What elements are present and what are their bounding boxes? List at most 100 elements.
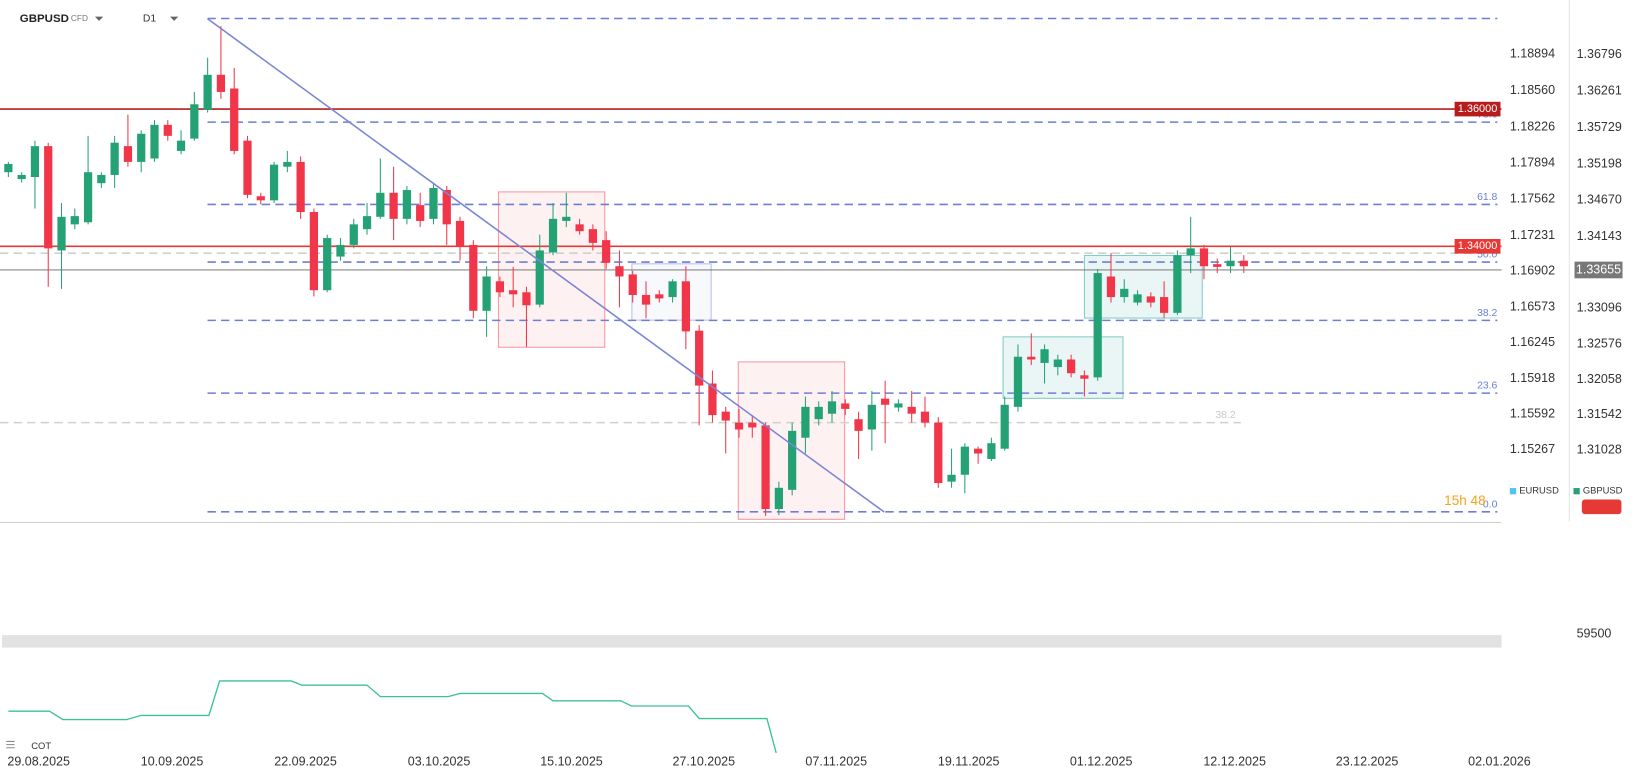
candle-body <box>30 146 40 178</box>
candle-body <box>416 205 425 221</box>
y2-tick-label: 1.18560 <box>1510 83 1555 97</box>
price-level-label: 1.36000 <box>1458 103 1498 115</box>
y-tick-label: 1.33096 <box>1577 301 1622 315</box>
x-tick-label: 22.09.2025 <box>274 755 337 769</box>
candle-body <box>429 187 438 219</box>
candle-body <box>628 274 637 296</box>
price-level-badge <box>1454 239 1501 254</box>
x-tick-label: 10.09.2025 <box>141 755 204 769</box>
price-level-label: 1.34000 <box>1458 240 1498 252</box>
legend-label: GBPUSD <box>1583 486 1623 496</box>
candle-body <box>668 281 677 298</box>
candle-body <box>881 398 890 405</box>
range-box <box>1083 254 1203 319</box>
legend-label: EURUSD <box>1519 486 1559 496</box>
candle-body <box>761 425 770 510</box>
x-tick-label: 01.12.2025 <box>1070 755 1133 769</box>
candle-body <box>841 403 850 409</box>
candle-body <box>987 443 996 459</box>
candle-body <box>57 216 66 251</box>
candle-body <box>814 406 823 420</box>
last-price-label: 1.33655 <box>1576 262 1621 276</box>
candle-body <box>960 446 969 475</box>
candle-body <box>203 74 212 110</box>
candle-body <box>482 276 491 311</box>
candle-body <box>535 250 544 305</box>
fib-label: 61.8 <box>1477 192 1497 203</box>
y2-tick-label: 1.17231 <box>1510 228 1555 242</box>
y-tick-label: 1.31542 <box>1577 407 1622 421</box>
y2-tick-label: 1.15267 <box>1510 442 1555 456</box>
y-tick-label: 1.34670 <box>1577 193 1622 207</box>
symbol: GBPUSD <box>20 13 69 25</box>
y2-tick-label: 1.18226 <box>1510 119 1555 133</box>
candle-body <box>1226 260 1235 267</box>
candle-body <box>588 229 597 243</box>
candle-body <box>774 487 783 510</box>
candle-body <box>230 88 239 151</box>
dropdown-icon[interactable] <box>94 16 104 21</box>
candle-body <box>894 403 903 408</box>
candle-body <box>788 430 797 490</box>
price-level-badge <box>1454 101 1501 117</box>
candle-body <box>1173 255 1182 313</box>
candle-body <box>827 401 837 414</box>
fib-label: 38.2 <box>1477 308 1497 319</box>
candle-body <box>641 295 651 305</box>
candle-body <box>163 124 172 136</box>
candle-body <box>1093 273 1102 378</box>
candle-body <box>1027 356 1036 360</box>
y2-tick-label: 1.16573 <box>1510 299 1555 313</box>
fib-label: 23.6 <box>1477 381 1497 392</box>
candle-body <box>336 244 345 257</box>
x-tick-label: 12.12.2025 <box>1203 755 1266 769</box>
y-tick-label: 1.36261 <box>1577 83 1622 97</box>
candle-body <box>1159 297 1169 313</box>
y2-tick-label: 1.17562 <box>1510 192 1555 206</box>
candle-body <box>17 174 26 180</box>
range-box <box>1002 336 1124 399</box>
candle-body <box>150 124 159 159</box>
dropdown-icon[interactable] <box>169 16 179 21</box>
timeframe[interactable]: D1 <box>143 14 157 25</box>
x-tick-label: 15.10.2025 <box>540 755 603 769</box>
candle-body <box>1066 359 1076 374</box>
y2-tick-label: 1.15918 <box>1510 371 1555 385</box>
candle-body <box>1133 294 1142 303</box>
candle-body <box>469 244 478 311</box>
y2-tick-label: 1.16245 <box>1510 335 1555 349</box>
candle-body <box>389 192 398 219</box>
y-tick-label: 1.32576 <box>1577 336 1622 350</box>
candle-body <box>734 422 744 430</box>
candle-body <box>1106 276 1116 298</box>
candle-body <box>296 161 305 212</box>
trend-line <box>207 18 885 513</box>
indicator-line <box>8 680 777 754</box>
pane-divider <box>2 635 1502 648</box>
x-tick-label: 07.11.2025 <box>805 755 867 769</box>
indicator-label: COT <box>31 741 51 751</box>
candle-body <box>1146 296 1155 303</box>
candle-body <box>602 240 611 263</box>
candle-body <box>137 133 146 162</box>
gray-level-label: 38.2 <box>1215 410 1235 421</box>
candle-body <box>1213 264 1222 267</box>
x-tick-label: 29.08.2025 <box>7 755 70 769</box>
candle-body <box>97 174 106 184</box>
x-tick-label: 19.11.2025 <box>938 755 1000 769</box>
candle-body <box>920 411 930 423</box>
candle-body <box>309 211 319 291</box>
candle-body <box>854 419 863 431</box>
candle-body <box>509 290 518 295</box>
candle-body <box>575 224 584 232</box>
candle-body <box>721 411 730 421</box>
candle-body <box>4 163 13 173</box>
candle-body <box>1080 375 1089 379</box>
candle-body <box>176 140 186 151</box>
x-tick-label: 03.10.2025 <box>408 755 471 769</box>
candle-body <box>323 238 332 291</box>
candle-body <box>495 281 505 293</box>
candle-body <box>522 292 531 306</box>
